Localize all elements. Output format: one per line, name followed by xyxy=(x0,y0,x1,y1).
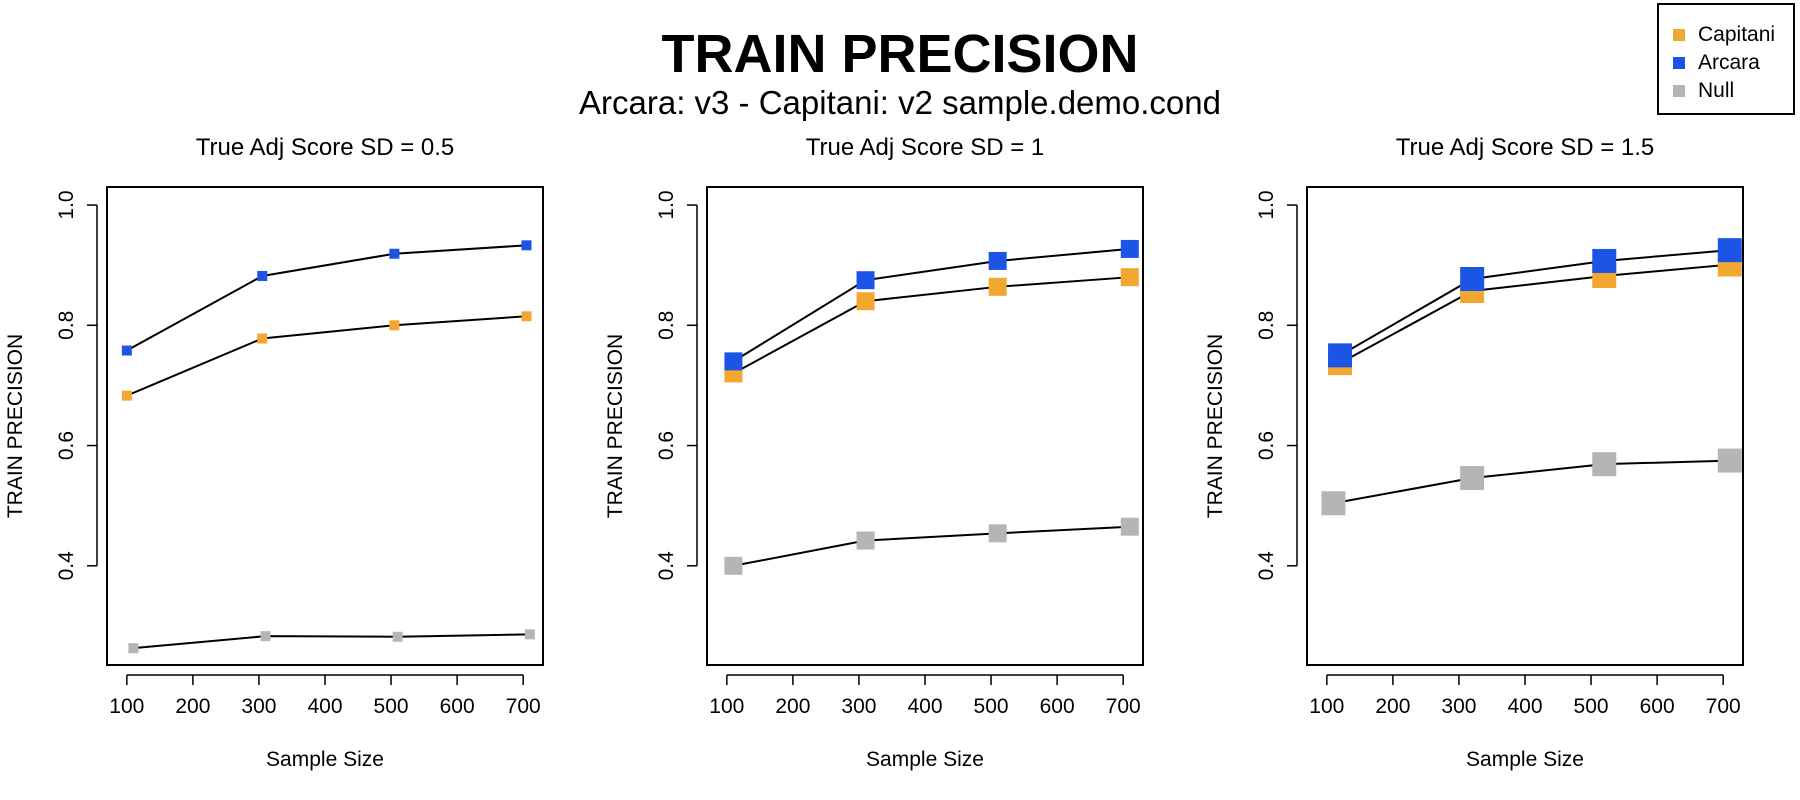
x-tick-label-2-700: 700 xyxy=(1106,695,1141,718)
data-point-arcara-1-300 xyxy=(257,270,268,281)
panel-title-3: True Adj Score SD = 1.5 xyxy=(1396,134,1655,161)
data-point-arcara-3-300 xyxy=(1460,266,1485,291)
data-point-arcara-2-500 xyxy=(988,251,1007,270)
x-tick-label-3-300: 300 xyxy=(1441,695,1476,718)
series-line-capitani-3 xyxy=(1339,263,1730,365)
data-point-null-2-300 xyxy=(856,531,875,550)
series-line-null-2 xyxy=(733,525,1130,567)
x-tick-label-1-400: 400 xyxy=(307,695,342,718)
data-point-null-1-300 xyxy=(260,631,271,642)
x-axis-title-2: Sample Size xyxy=(866,748,984,771)
x-tick-label-3-400: 400 xyxy=(1507,695,1542,718)
plot-frame-2 xyxy=(706,186,1144,666)
x-tick-label-2-200: 200 xyxy=(775,695,810,718)
x-axis-title-1: Sample Size xyxy=(266,748,384,771)
legend: Capitani Arcara Null xyxy=(1657,3,1795,115)
data-point-arcara-3-700 xyxy=(1717,238,1742,263)
data-point-arcara-1-700 xyxy=(521,240,532,251)
data-point-null-2-700 xyxy=(1120,517,1139,536)
legend-item-null: Null xyxy=(1673,77,1734,105)
legend-swatch-null xyxy=(1673,85,1685,97)
data-point-null-1-700 xyxy=(524,629,535,640)
data-point-arcara-2-100 xyxy=(724,352,743,371)
x-tick-label-3-700: 700 xyxy=(1706,695,1741,718)
legend-label-arcara: Arcara xyxy=(1698,51,1760,74)
y-tick-label-2-1.0: 1.0 xyxy=(655,190,678,219)
y-axis-title-1: TRAIN PRECISION xyxy=(4,334,27,518)
chart-subtitle: Arcara: v3 - Capitani: v2 sample.demo.co… xyxy=(579,84,1221,121)
data-point-arcara-2-300 xyxy=(856,271,875,290)
x-tick-label-3-200: 200 xyxy=(1375,695,1410,718)
data-point-null-2-500 xyxy=(988,524,1007,543)
series-line-null-1 xyxy=(133,633,530,650)
data-point-capitani-2-300 xyxy=(856,292,875,311)
x-tick-label-2-500: 500 xyxy=(974,695,1009,718)
y-tick-label-3-0.8: 0.8 xyxy=(1255,311,1278,340)
y-tick-label-2-0.6: 0.6 xyxy=(655,431,678,460)
data-point-arcara-3-100 xyxy=(1328,343,1353,368)
y-tick-label-3-0.4: 0.4 xyxy=(1255,551,1278,581)
x-tick-label-1-200: 200 xyxy=(175,695,210,718)
y-tick-label-1-0.8: 0.8 xyxy=(55,311,78,340)
x-tick-label-3-500: 500 xyxy=(1574,695,1609,718)
x-tick-label-2-600: 600 xyxy=(1040,695,1075,718)
legend-swatch-arcara xyxy=(1673,57,1685,69)
data-point-capitani-1-700 xyxy=(521,311,532,322)
series-line-arcara-3 xyxy=(1339,249,1730,357)
x-tick-label-3-100: 100 xyxy=(1309,695,1344,718)
y-tick-label-3-0.6: 0.6 xyxy=(1255,431,1278,460)
y-tick-label-2-0.4: 0.4 xyxy=(655,551,678,581)
data-point-null-3-300 xyxy=(1460,466,1485,491)
data-point-null-1-100 xyxy=(128,643,139,654)
x-tick-label-1-500: 500 xyxy=(374,695,409,718)
x-tick-label-1-100: 100 xyxy=(109,695,144,718)
x-tick-label-3-600: 600 xyxy=(1640,695,1675,718)
y-axis-title-3: TRAIN PRECISION xyxy=(1204,334,1227,518)
x-axis-title-3: Sample Size xyxy=(1466,748,1584,771)
data-point-arcara-2-700 xyxy=(1120,239,1139,258)
panel-title-2: True Adj Score SD = 1 xyxy=(806,134,1045,161)
data-point-arcara-1-100 xyxy=(121,345,132,356)
data-point-null-2-100 xyxy=(724,556,743,575)
legend-item-arcara: Arcara xyxy=(1673,49,1760,77)
legend-label-capitani: Capitani xyxy=(1698,23,1776,46)
plot-frame-1 xyxy=(106,186,544,666)
data-point-null-3-100 xyxy=(1321,491,1346,516)
series-line-arcara-2 xyxy=(732,247,1130,363)
x-tick-label-1-600: 600 xyxy=(440,695,475,718)
x-tick-label-2-100: 100 xyxy=(709,695,744,718)
data-point-null-3-700 xyxy=(1717,448,1742,473)
x-tick-label-1-700: 700 xyxy=(506,695,541,718)
data-point-arcara-1-500 xyxy=(389,248,400,259)
legend-swatch-capitani xyxy=(1673,29,1685,41)
data-point-capitani-1-500 xyxy=(389,320,400,331)
y-axis-title-2: TRAIN PRECISION xyxy=(604,334,627,518)
series-line-capitani-2 xyxy=(732,276,1130,375)
x-tick-label-2-300: 300 xyxy=(841,695,876,718)
legend-label-null: Null xyxy=(1698,79,1735,102)
data-point-capitani-1-300 xyxy=(257,333,268,344)
data-point-capitani-2-500 xyxy=(988,277,1007,296)
data-point-null-1-500 xyxy=(392,631,403,642)
y-tick-label-3-1.0: 1.0 xyxy=(1255,190,1278,219)
y-tick-label-2-0.8: 0.8 xyxy=(655,311,678,340)
legend-item-capitani: Capitani xyxy=(1673,21,1775,49)
series-line-arcara-1 xyxy=(126,244,527,352)
y-tick-label-1-1.0: 1.0 xyxy=(55,190,78,219)
x-tick-label-2-400: 400 xyxy=(907,695,942,718)
data-point-capitani-2-700 xyxy=(1120,268,1139,287)
plot-frame-3 xyxy=(1306,186,1744,666)
data-point-capitani-1-100 xyxy=(121,390,132,401)
chart-main-title: TRAIN PRECISION xyxy=(661,24,1139,84)
series-line-null-3 xyxy=(1333,459,1730,505)
data-point-arcara-3-500 xyxy=(1592,248,1617,273)
x-tick-label-1-300: 300 xyxy=(241,695,276,718)
series-line-capitani-1 xyxy=(126,315,527,397)
y-tick-label-1-0.4: 0.4 xyxy=(55,551,78,581)
y-tick-label-1-0.6: 0.6 xyxy=(55,431,78,460)
panel-title-1: True Adj Score SD = 0.5 xyxy=(196,134,455,161)
data-point-null-3-500 xyxy=(1592,452,1617,477)
